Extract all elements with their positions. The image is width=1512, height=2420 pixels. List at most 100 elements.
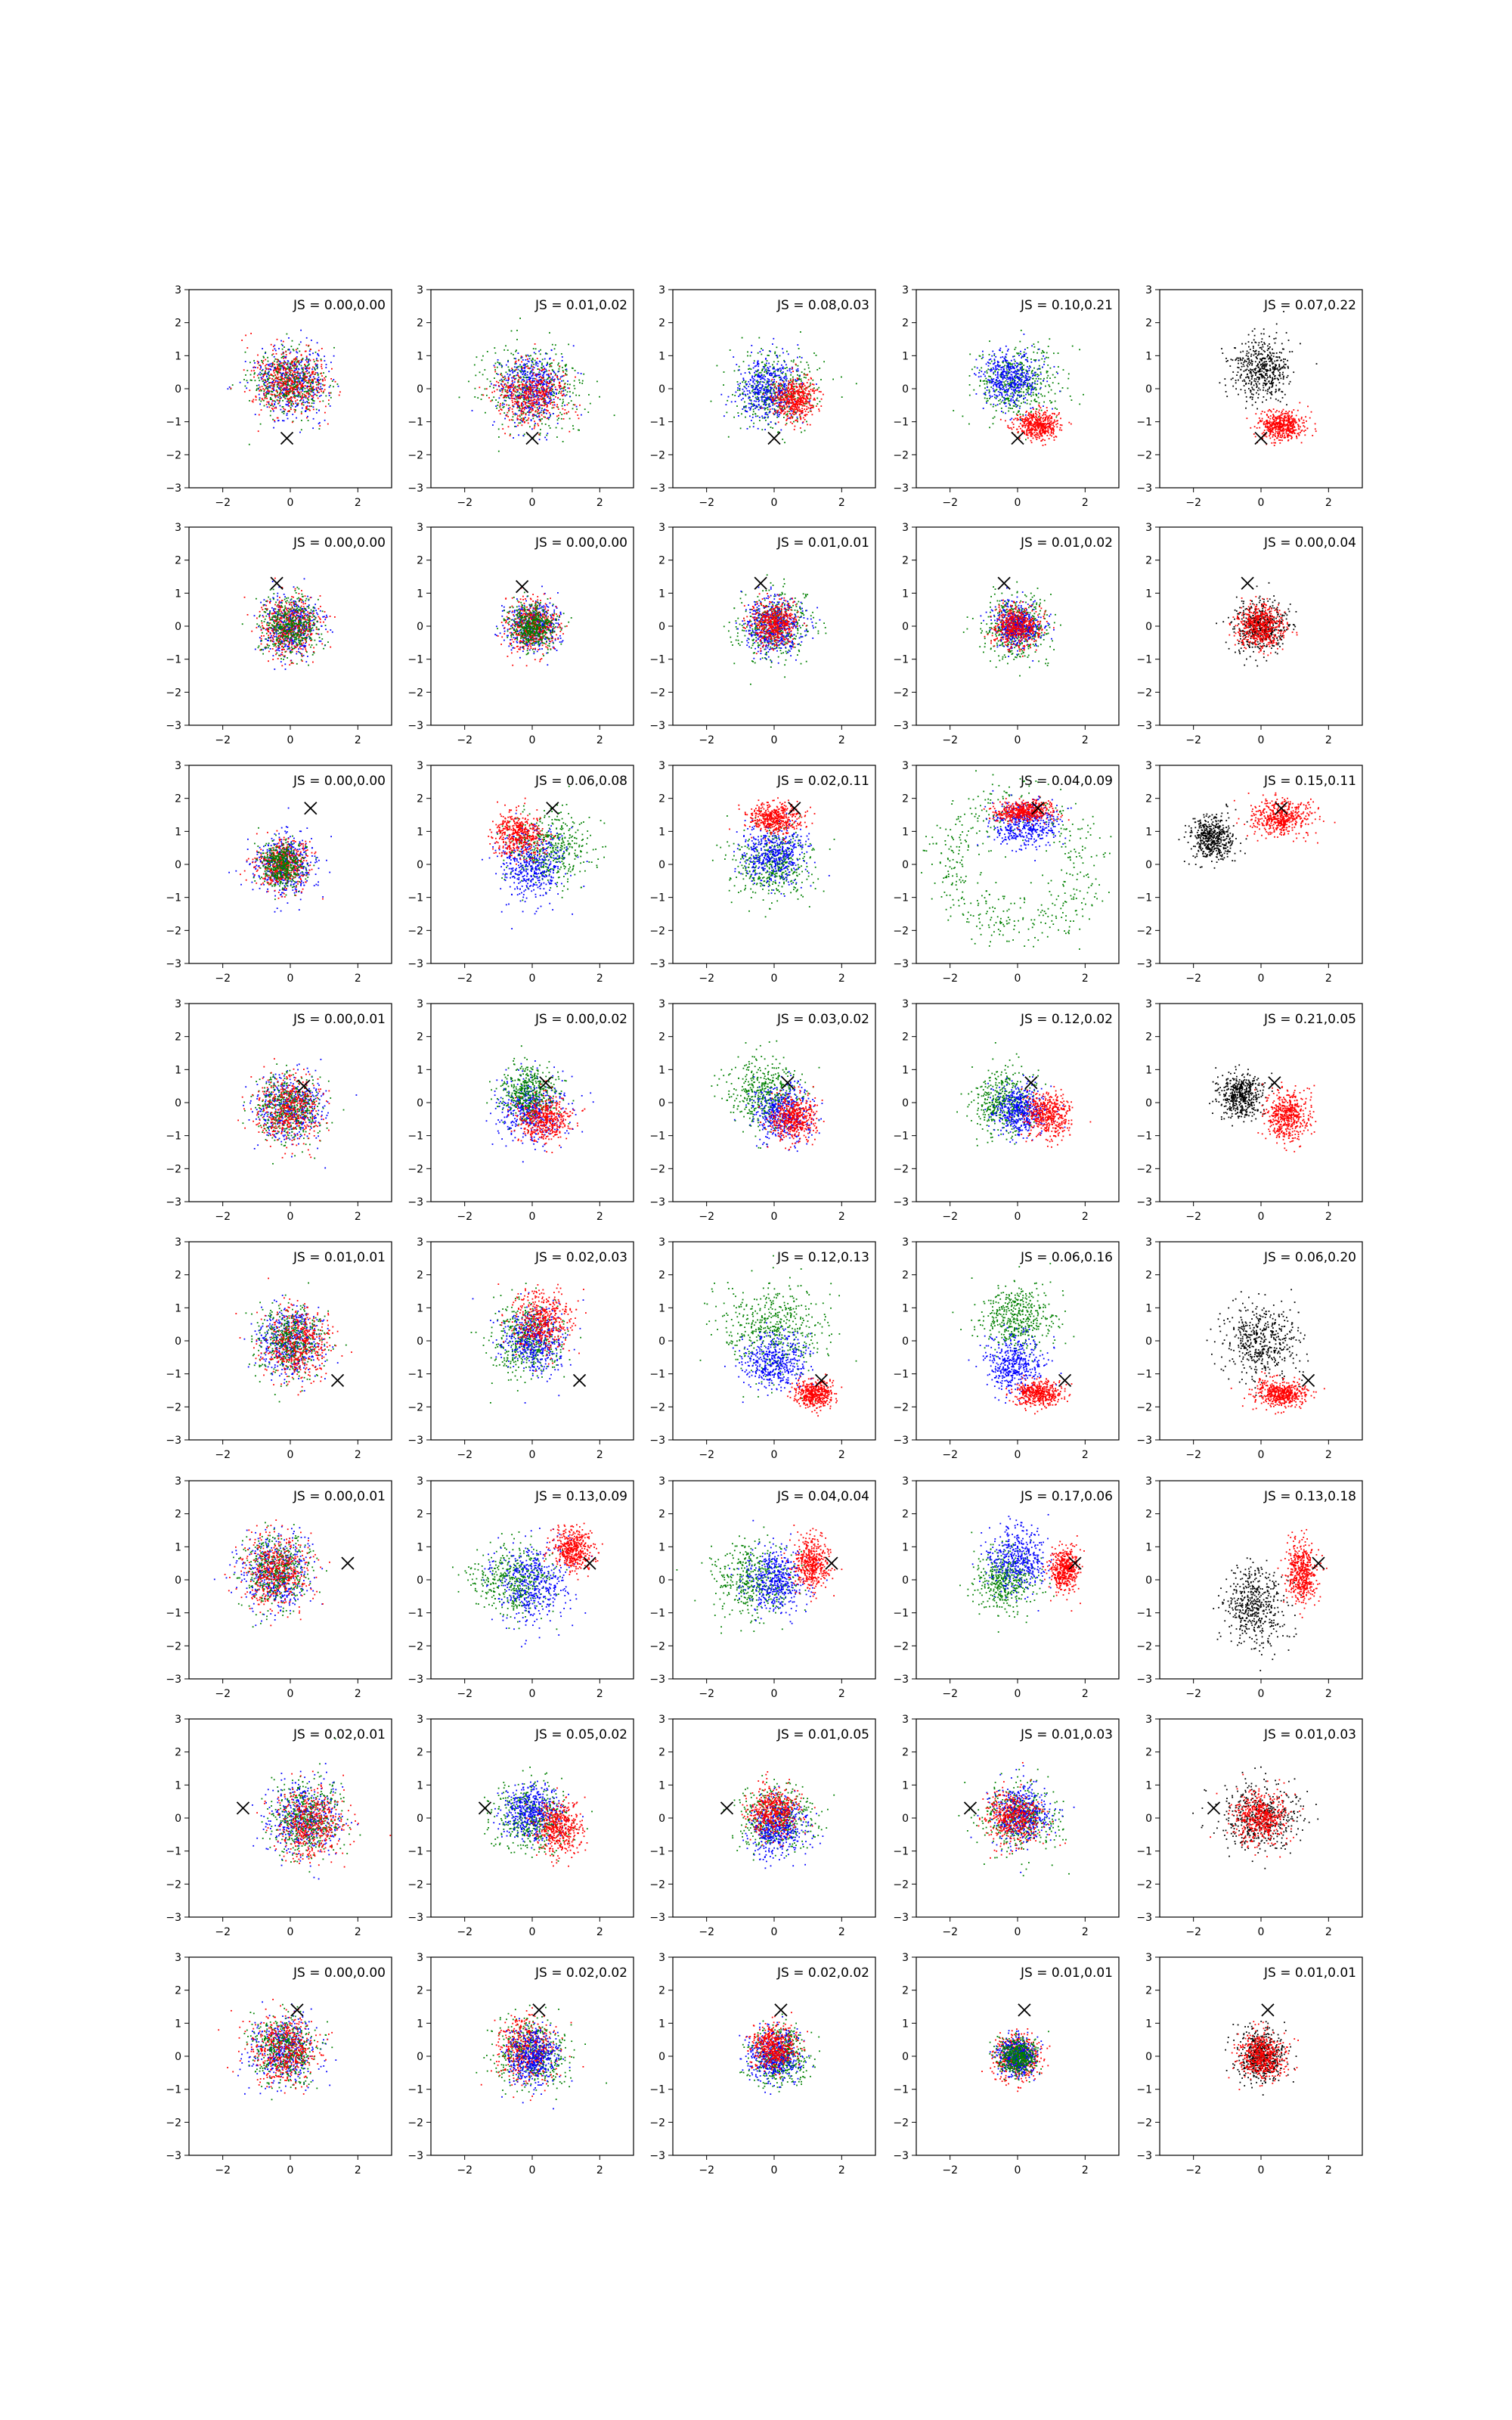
data-point — [796, 411, 798, 413]
data-point — [779, 383, 781, 386]
data-point — [264, 372, 265, 374]
data-point — [503, 396, 504, 399]
data-point — [259, 399, 261, 401]
data-point — [265, 364, 268, 365]
data-point — [292, 392, 293, 394]
data-point — [984, 371, 986, 373]
data-point — [286, 389, 288, 390]
data-point — [757, 385, 759, 387]
data-point — [280, 376, 282, 377]
data-point — [508, 397, 510, 399]
data-point — [288, 393, 290, 396]
data-point — [538, 388, 541, 390]
data-point — [562, 408, 564, 410]
data-point — [267, 372, 269, 374]
data-point — [1034, 380, 1036, 382]
data-point — [316, 368, 318, 370]
data-point — [520, 412, 522, 414]
data-point — [1003, 376, 1005, 378]
data-point — [261, 360, 262, 361]
data-point — [1023, 334, 1025, 335]
data-point — [767, 407, 769, 408]
data-point — [990, 386, 993, 388]
data-point — [1025, 439, 1027, 441]
data-point — [535, 364, 537, 366]
data-point — [497, 428, 500, 430]
data-point — [550, 399, 552, 401]
data-point — [311, 387, 313, 389]
data-point — [551, 377, 553, 380]
data-point — [993, 416, 996, 418]
data-point — [1001, 392, 1002, 394]
data-point — [532, 404, 534, 406]
data-point — [481, 359, 483, 361]
data-point — [273, 410, 274, 412]
data-point — [507, 380, 509, 382]
data-point — [1040, 409, 1043, 411]
data-point — [305, 368, 307, 370]
data-point — [1018, 389, 1019, 392]
data-point — [793, 359, 795, 361]
data-point — [785, 376, 787, 378]
data-point — [556, 374, 558, 377]
data-point — [752, 408, 754, 411]
data-point — [751, 386, 753, 389]
data-point — [306, 365, 308, 367]
data-point — [287, 405, 290, 407]
data-point — [520, 377, 522, 379]
data-point — [316, 364, 318, 365]
data-point — [311, 391, 313, 393]
data-point — [547, 382, 548, 384]
data-point — [776, 355, 778, 356]
data-point — [982, 380, 984, 382]
data-point — [287, 362, 289, 364]
data-point — [999, 349, 1000, 351]
data-point — [1054, 377, 1056, 378]
data-point — [512, 389, 514, 391]
data-point — [542, 389, 544, 391]
data-point — [795, 407, 798, 408]
data-point — [772, 427, 773, 429]
data-point — [781, 408, 783, 410]
data-point — [1014, 375, 1016, 377]
data-point — [789, 381, 791, 383]
x-marker — [280, 431, 294, 445]
data-point — [752, 381, 754, 383]
data-point — [797, 365, 799, 367]
data-point — [544, 352, 547, 355]
data-point — [1019, 367, 1021, 369]
data-point — [785, 420, 788, 421]
data-point — [285, 382, 287, 384]
data-point — [792, 400, 793, 402]
data-point — [773, 382, 774, 384]
data-point — [509, 385, 511, 386]
data-point — [769, 365, 771, 368]
data-point — [270, 374, 272, 375]
data-point — [771, 387, 773, 389]
data-point — [1058, 366, 1059, 368]
data-point — [787, 391, 789, 393]
data-point — [303, 381, 305, 383]
data-point — [758, 337, 761, 339]
data-point — [322, 380, 324, 382]
data-point — [797, 397, 799, 399]
data-point — [527, 419, 529, 421]
data-point — [322, 379, 324, 381]
data-point — [281, 348, 284, 350]
data-point — [1005, 383, 1008, 386]
data-point — [521, 365, 522, 368]
data-point — [553, 395, 555, 396]
data-point — [751, 402, 752, 405]
data-point — [993, 390, 995, 392]
data-point — [782, 396, 783, 398]
data-point — [547, 385, 550, 387]
data-point — [520, 381, 522, 383]
data-point — [549, 392, 551, 395]
data-point — [793, 429, 795, 430]
data-point — [560, 417, 562, 420]
data-point — [550, 380, 552, 383]
data-point — [752, 392, 754, 393]
data-point — [291, 386, 293, 389]
data-point — [516, 413, 518, 415]
data-point — [283, 420, 285, 422]
